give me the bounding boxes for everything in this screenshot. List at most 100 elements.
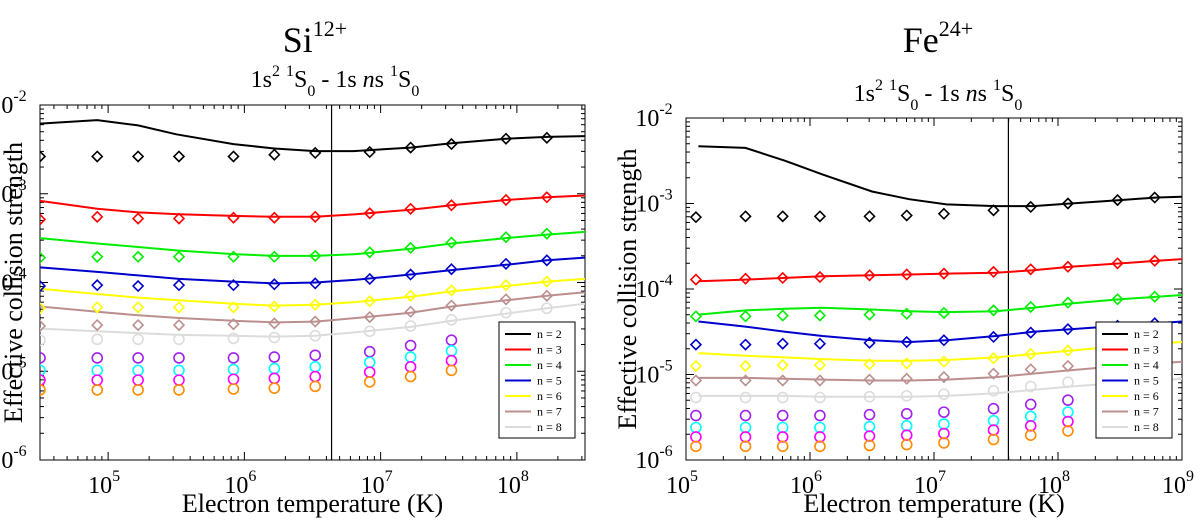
diamond-point <box>363 207 376 220</box>
circle-point <box>445 345 458 357</box>
circle-point <box>309 370 322 383</box>
diamond-point <box>863 336 876 349</box>
diamond-point <box>689 273 703 286</box>
y-axis-label: Effective collision strength <box>0 142 28 423</box>
diamond-point <box>268 300 281 313</box>
diamond-point <box>445 263 458 276</box>
legend-label: n = 4 <box>537 358 562 372</box>
diamond-point <box>900 335 913 349</box>
diamond-point <box>40 251 47 264</box>
diamond-point <box>363 145 376 159</box>
diamond-point <box>1111 193 1124 207</box>
x-tick-label: 105 <box>666 468 698 499</box>
diamond-point <box>900 209 913 222</box>
diamond-point <box>131 212 145 225</box>
circle-point <box>132 333 144 346</box>
circle-point <box>445 334 458 346</box>
diamond-point <box>91 279 104 292</box>
diamond-point <box>268 250 281 263</box>
circle-point <box>445 313 458 326</box>
diamond-point <box>1111 293 1124 306</box>
legend-label: n = 8 <box>1134 420 1159 434</box>
circle-point <box>690 421 702 434</box>
diamond-point <box>268 211 281 224</box>
diamond-point <box>540 275 553 288</box>
diamond-point <box>1061 344 1075 357</box>
diamond-point <box>739 272 752 285</box>
diamond-point <box>499 257 513 270</box>
circle-point <box>863 408 876 421</box>
circle-point <box>268 351 281 363</box>
diamond-point <box>227 279 240 292</box>
circle-point <box>363 325 376 338</box>
diamond-point <box>172 301 186 314</box>
diamond-point <box>937 267 951 280</box>
circle-point <box>363 366 376 378</box>
x-tick-label: 107 <box>914 468 946 499</box>
diamond-point <box>1148 254 1161 267</box>
series-line <box>40 291 585 324</box>
circle-point <box>987 402 1000 415</box>
legend-label: n = 5 <box>537 374 562 388</box>
circle-point <box>900 408 913 420</box>
circle-point <box>363 345 376 358</box>
x-tick-label: 109 <box>1162 468 1194 499</box>
chart-subtitle: 1s2 1S0 - 1s ns 1S0 <box>251 63 420 100</box>
diamond-point <box>309 249 322 263</box>
circle-point <box>1062 394 1074 406</box>
diamond-point <box>937 355 951 368</box>
series-line <box>40 194 585 218</box>
circle-point <box>814 440 826 453</box>
y-tick-label: 10-5 <box>0 354 27 385</box>
circle-point <box>776 440 789 453</box>
diamond-point <box>1024 326 1037 339</box>
circle-point <box>173 384 185 396</box>
chart-title: Si12+ <box>283 16 347 60</box>
diamond-point <box>739 359 752 373</box>
diamond-point <box>1061 296 1075 309</box>
diamond-point <box>1061 359 1075 373</box>
y-axis-label: Effective collision strength <box>613 148 642 429</box>
circle-point <box>938 418 950 430</box>
circle-point <box>40 384 46 396</box>
diamond-point <box>309 277 322 290</box>
circle-point <box>363 356 376 369</box>
y-tick-label: 10-4 <box>0 266 27 297</box>
circle-point <box>987 424 1000 436</box>
circle-point <box>739 431 752 443</box>
legend: n = 2 n = 3n = 4 n = 5n = 6 n = 7n = 8 <box>1095 321 1173 439</box>
diamond-point <box>1148 191 1161 204</box>
x-tick-label: 105 <box>88 468 120 499</box>
circle-point <box>40 374 46 386</box>
circle-point <box>541 302 553 315</box>
series-line <box>40 230 585 257</box>
diamond-point <box>900 307 913 320</box>
circle-point <box>1062 406 1074 418</box>
diamond-point <box>499 132 513 145</box>
circle-point <box>91 384 104 396</box>
series-line <box>40 277 585 307</box>
diamond-point <box>91 210 104 223</box>
y-tick-label: 10-5 <box>635 358 672 389</box>
diamond-point <box>268 317 281 330</box>
diamond-point <box>863 308 876 321</box>
diamond-point <box>131 301 145 314</box>
circle-point <box>739 440 752 453</box>
chart-panel-fe24: Fe24+ 1s2 1S0 - 1s ns 1S0 Electron tempera… <box>600 0 1200 522</box>
circle-point <box>268 331 281 344</box>
diamond-point <box>131 250 145 263</box>
diamond-point <box>813 337 827 350</box>
chart-title: Fe24+ <box>903 16 973 60</box>
y-tick-label: 10-2 <box>635 101 672 132</box>
circle-point <box>445 364 458 377</box>
chart-subtitle: 1s2 1S0 - 1s ns 1S0 <box>854 77 1023 114</box>
y-tick-label: 10-3 <box>635 187 672 218</box>
circle-point <box>40 334 46 346</box>
diamond-point <box>1024 347 1037 361</box>
circle-point <box>91 352 104 364</box>
circle-point <box>445 354 458 367</box>
circle-point <box>1024 429 1037 442</box>
circle-point <box>938 437 950 449</box>
diamond-point <box>900 268 913 281</box>
circle-point <box>268 372 281 385</box>
